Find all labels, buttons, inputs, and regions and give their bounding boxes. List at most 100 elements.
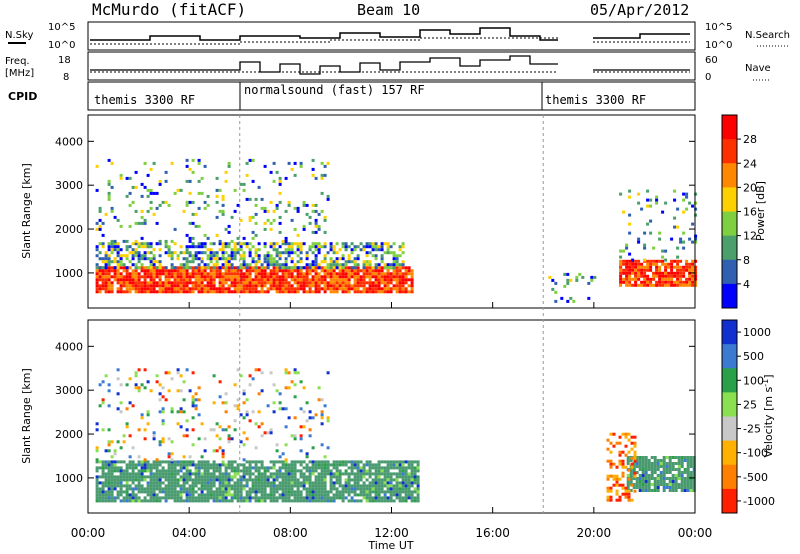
heatmap-cell bbox=[688, 280, 692, 284]
heatmap-cell bbox=[287, 469, 291, 473]
heatmap-cell bbox=[278, 215, 282, 219]
heatmap-cell bbox=[311, 230, 315, 234]
heatmap-cell bbox=[164, 398, 168, 402]
heatmap-cell bbox=[182, 209, 186, 213]
heatmap-cell bbox=[290, 380, 294, 384]
heatmap-cell bbox=[152, 278, 156, 282]
heatmap-cell bbox=[679, 265, 683, 269]
heatmap-cell bbox=[134, 487, 138, 491]
heatmap-cell bbox=[563, 284, 567, 288]
heatmap-cell bbox=[308, 410, 312, 414]
colorbar-segment bbox=[722, 211, 737, 237]
heatmap-cell bbox=[395, 484, 399, 488]
heatmap-cell bbox=[314, 209, 318, 213]
heatmap-cell bbox=[206, 257, 210, 261]
heatmap-cell bbox=[395, 496, 399, 500]
heatmap-cell bbox=[275, 248, 279, 252]
colorbar-segment bbox=[722, 163, 737, 188]
heatmap-cell bbox=[254, 422, 258, 426]
heatmap-cell bbox=[269, 490, 273, 494]
heatmap-cell bbox=[281, 275, 285, 279]
heatmap-cell bbox=[185, 284, 189, 288]
heatmap-cell bbox=[158, 287, 162, 291]
heatmap-cell bbox=[659, 480, 663, 483]
heatmap-cell bbox=[377, 463, 381, 467]
heatmap-cell bbox=[643, 283, 647, 287]
heatmap-cell bbox=[374, 254, 378, 258]
heatmap-cell bbox=[630, 435, 634, 439]
heatmap-cell bbox=[242, 260, 246, 264]
heatmap-cell bbox=[662, 477, 666, 480]
heatmap-cell bbox=[107, 254, 111, 258]
heatmap-cell bbox=[371, 275, 375, 279]
heatmap-cell bbox=[284, 466, 288, 470]
heatmap-cell bbox=[323, 278, 327, 282]
heatmap-cell bbox=[365, 272, 369, 276]
heatmap-cell bbox=[218, 466, 222, 470]
heatmap-cell bbox=[655, 195, 659, 199]
heatmap-cell bbox=[134, 239, 138, 243]
heatmap-cell bbox=[131, 272, 135, 276]
heatmap-cell bbox=[215, 475, 219, 479]
heatmap-cell bbox=[410, 472, 414, 476]
heatmap-cell bbox=[311, 269, 315, 273]
heatmap-cell bbox=[191, 443, 195, 447]
heatmap-cell bbox=[149, 475, 153, 479]
heatmap-cell bbox=[272, 248, 276, 252]
heatmap-cell bbox=[380, 472, 384, 476]
heatmap-cell bbox=[242, 275, 246, 279]
heatmap-cell bbox=[266, 209, 270, 213]
heatmap-cell bbox=[236, 478, 240, 482]
heatmap-cell bbox=[389, 272, 393, 276]
heatmap-cell bbox=[224, 484, 228, 488]
heatmap-cell bbox=[694, 283, 698, 287]
heatmap-cell bbox=[98, 251, 102, 255]
heatmap-cell bbox=[356, 484, 360, 488]
heatmap-cell bbox=[140, 245, 144, 249]
heatmap-cell bbox=[359, 475, 363, 479]
heatmap-cell bbox=[646, 280, 650, 284]
heatmap-cell bbox=[296, 233, 300, 237]
heatmap-cell bbox=[335, 490, 339, 494]
heatmap-cell bbox=[416, 481, 420, 485]
heatmap-cell bbox=[212, 266, 216, 270]
heatmap-cell bbox=[233, 275, 237, 279]
heatmap-cell bbox=[203, 499, 207, 503]
heatmap-cell bbox=[278, 257, 282, 261]
heatmap-cell bbox=[395, 272, 399, 276]
heatmap-cell bbox=[110, 466, 114, 470]
heatmap-cell bbox=[194, 398, 198, 402]
heatmap-cell bbox=[619, 265, 623, 269]
heatmap-cell bbox=[365, 263, 369, 267]
heatmap-cell bbox=[242, 284, 246, 288]
heatmap-cell bbox=[395, 460, 399, 464]
heatmap-cell bbox=[284, 463, 288, 467]
heatmap-cell bbox=[290, 287, 294, 291]
heatmap-cell bbox=[299, 281, 303, 285]
heatmap-cell bbox=[167, 389, 171, 393]
heatmap-cell bbox=[625, 246, 629, 250]
heatmap-cell bbox=[649, 198, 653, 202]
heatmap-cell bbox=[242, 188, 246, 192]
heatmap-cell bbox=[664, 265, 668, 269]
heatmap-cell bbox=[377, 287, 381, 291]
heatmap-cell bbox=[344, 284, 348, 288]
heatmap-cell bbox=[194, 463, 198, 467]
heatmap-cell bbox=[233, 484, 237, 488]
heatmap-cell bbox=[631, 283, 635, 287]
heatmap-cell bbox=[671, 456, 675, 459]
heatmap-cell bbox=[110, 239, 114, 243]
heatmap-cell bbox=[668, 459, 672, 462]
heatmap-cell bbox=[173, 290, 177, 294]
heatmap-cell bbox=[650, 462, 654, 465]
heatmap-cell bbox=[323, 218, 327, 222]
heatmap-cell bbox=[398, 287, 402, 291]
heatmap-cell bbox=[688, 262, 692, 266]
heatmap-cell bbox=[627, 477, 631, 481]
velocity-heatmap-cells bbox=[95, 368, 696, 503]
heatmap-cell bbox=[245, 245, 249, 249]
heatmap-cell bbox=[209, 254, 213, 258]
heatmap-cell bbox=[629, 477, 633, 480]
heatmap-cell bbox=[350, 466, 354, 470]
heatmap-cell bbox=[305, 401, 309, 405]
